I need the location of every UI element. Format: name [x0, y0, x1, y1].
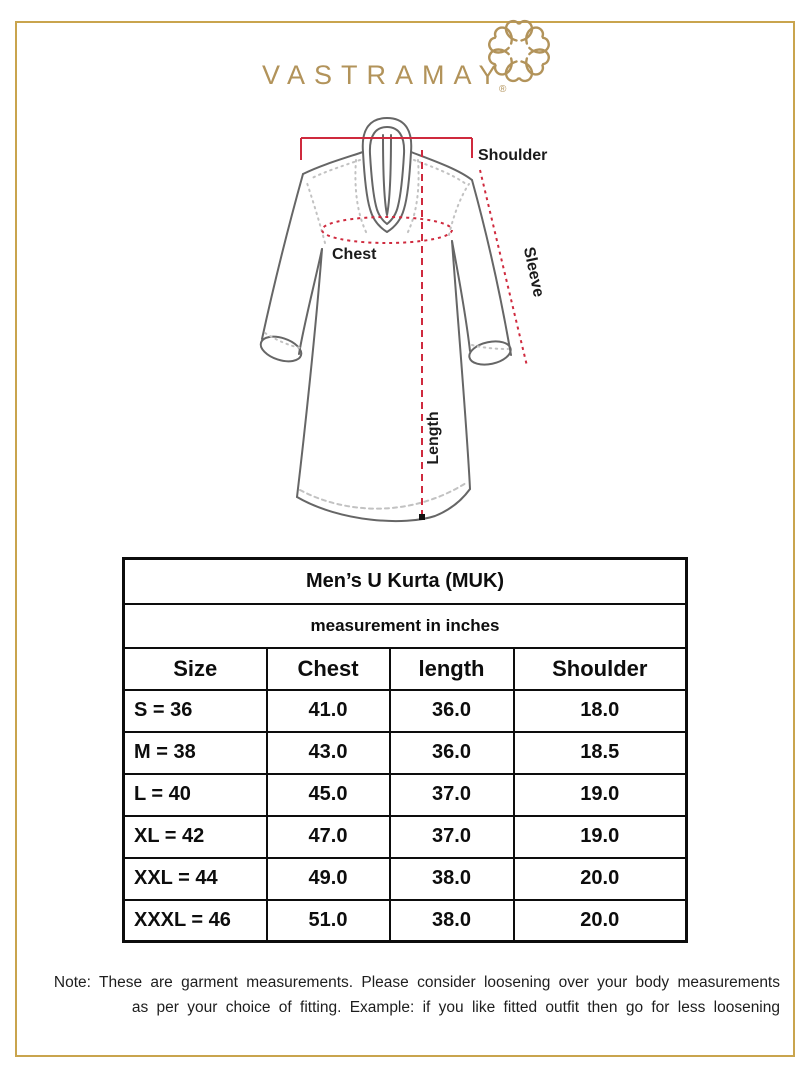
- size-value: S = 36: [122, 688, 268, 733]
- table-row: M = 38 43.0 36.0 18.5: [122, 730, 688, 775]
- measurement-note: Note: These are garment measurements. Pl…: [38, 970, 780, 1020]
- column-header-length: length: [388, 646, 515, 691]
- sleeve-label: Sleeve: [520, 245, 547, 298]
- table-subtitle: measurement in inches: [122, 602, 688, 649]
- chest-value: 47.0: [265, 814, 391, 859]
- chest-value: 49.0: [265, 856, 391, 901]
- right-sleeve-inner: [451, 240, 471, 352]
- decorative-gold-border: [15, 21, 795, 1057]
- table-row: XXL = 44 49.0 38.0 20.0: [122, 856, 688, 901]
- size-value: XXL = 44: [122, 856, 268, 901]
- registered-trademark-symbol: ®: [499, 84, 507, 95]
- shoulder-value: 19.0: [512, 814, 688, 859]
- chest-value: 51.0: [265, 898, 391, 943]
- chest-value: 43.0: [265, 730, 391, 775]
- size-value: L = 40: [122, 772, 268, 817]
- left-sleeve-inner: [298, 248, 323, 355]
- shoulder-value: 20.0: [512, 898, 688, 943]
- table-row: S = 36 41.0 36.0 18.0: [122, 688, 688, 733]
- floral-mandala-icon: [488, 19, 550, 83]
- length-label: Length: [425, 411, 442, 464]
- length-value: 37.0: [388, 772, 515, 817]
- kurta-measurement-diagram: Shoulder Chest Sleeve Length: [259, 117, 547, 523]
- size-value: XL = 42: [122, 814, 268, 859]
- sleeve-measure-line: [479, 169, 528, 367]
- left-shoulder-line: [302, 151, 364, 175]
- stitch-details: [264, 159, 509, 510]
- measurement-marks: [300, 137, 528, 518]
- brand-wordmark: VASTRAMAY: [262, 60, 506, 90]
- kurta-outline: [259, 117, 512, 523]
- chest-label: Chest: [332, 246, 377, 263]
- shoulder-value: 19.0: [512, 772, 688, 817]
- chest-value: 45.0: [265, 772, 391, 817]
- size-chart-table: Men’s U Kurta (MUK) measurement in inche…: [122, 557, 689, 943]
- shoulder-bracket: [300, 137, 473, 160]
- length-value: 36.0: [388, 688, 515, 733]
- right-shoulder-line: [410, 151, 473, 181]
- left-sleeve-outer: [261, 173, 304, 340]
- shoulder-label: Shoulder: [478, 147, 547, 164]
- column-header-shoulder: Shoulder: [512, 646, 688, 691]
- chest-measure-ellipse: [321, 216, 453, 244]
- collar-inner: [368, 126, 406, 225]
- column-header-size: Size: [122, 646, 268, 691]
- length-value: 38.0: [388, 856, 515, 901]
- length-value: 37.0: [388, 814, 515, 859]
- right-cuff: [468, 340, 512, 366]
- note-line-1: Note: These are garment measurements. Pl…: [53, 974, 780, 991]
- table-title: Men’s U Kurta (MUK): [122, 557, 688, 605]
- torso-left: [296, 248, 323, 498]
- table-row: L = 40 45.0 37.0 19.0: [122, 772, 688, 817]
- table-row: XXXL = 46 51.0 38.0 20.0: [122, 898, 688, 943]
- length-line-end-marker: [419, 514, 425, 520]
- shoulder-value: 18.5: [512, 730, 688, 775]
- torso-right: [451, 240, 471, 490]
- left-cuff: [259, 335, 303, 363]
- shoulder-value: 18.0: [512, 688, 688, 733]
- column-header-chest: Chest: [265, 646, 391, 691]
- hem-curve: [296, 488, 471, 523]
- table-row: XL = 42 47.0 37.0 19.0: [122, 814, 688, 859]
- chest-value: 41.0: [265, 688, 391, 733]
- size-value: XXXL = 46: [122, 898, 268, 943]
- collar-outer: [361, 117, 413, 233]
- note-line-2: as per your choice of fitting. Example: …: [131, 999, 780, 1016]
- shoulder-value: 20.0: [512, 856, 688, 901]
- placket-center: [382, 134, 392, 216]
- length-value: 36.0: [388, 730, 515, 775]
- length-value: 38.0: [388, 898, 515, 943]
- size-value: M = 38: [122, 730, 268, 775]
- right-sleeve-outer: [471, 179, 512, 356]
